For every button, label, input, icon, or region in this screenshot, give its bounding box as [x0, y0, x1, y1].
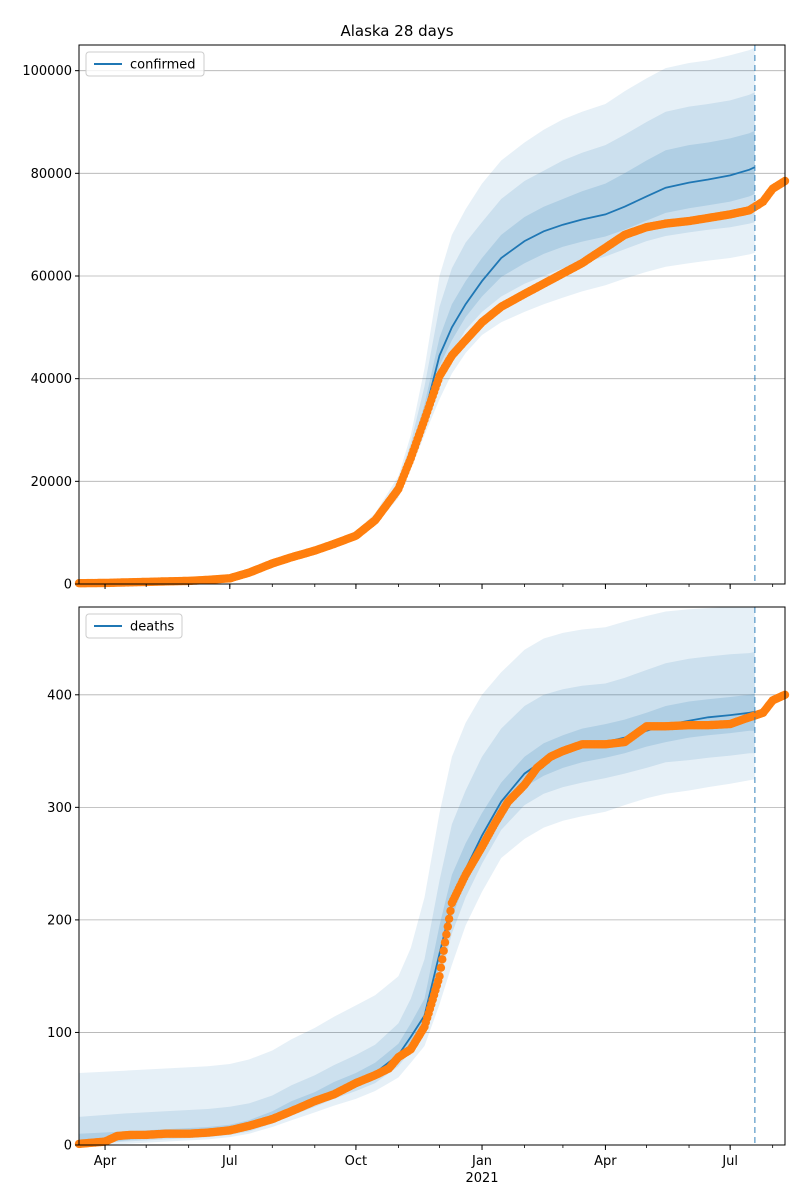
- deaths-observed: [74, 690, 790, 1149]
- deaths-band-1: [79, 652, 755, 1145]
- x-year-label: 2021: [465, 1171, 498, 1186]
- confirmed-legend-label: confirmed: [130, 58, 196, 73]
- deaths-legend: deaths: [85, 613, 183, 639]
- confirmed-axes-frame: [78, 44, 786, 585]
- confirmed-panel: 0 20000 40000 60000 80000 100000 confirmed: [22, 44, 790, 593]
- deaths-observed-point: [444, 914, 454, 923]
- confirmed-observed: [74, 176, 790, 588]
- deaths-observed-point: [438, 955, 447, 964]
- confirmed-band-0: [79, 47, 755, 584]
- deaths-ytick-label: 100: [47, 1026, 72, 1041]
- confirmed-bands: [79, 47, 755, 584]
- deaths-observed-point: [442, 930, 451, 939]
- deaths-axes-frame: [78, 606, 786, 1146]
- deaths-xtick-label: Apr: [594, 1154, 617, 1169]
- deaths-xtick-label: Oct: [345, 1154, 367, 1169]
- confirmed-band-1: [79, 92, 755, 584]
- deaths-gridlines: [79, 694, 785, 1033]
- deaths-legend-label: deaths: [130, 620, 175, 635]
- deaths-ytick-label: 400: [47, 688, 72, 703]
- deaths-xtick-label: Jul: [721, 1154, 738, 1169]
- deaths-xtick-label: Jul: [221, 1154, 238, 1169]
- deaths-xtick-label: Apr: [94, 1154, 117, 1169]
- confirmed-legend-box: [85, 51, 205, 77]
- deaths-xtick-label: Jan: [471, 1154, 492, 1169]
- confirmed-x-ticks: [104, 584, 774, 589]
- deaths-ytick-label: 0: [64, 1139, 72, 1154]
- deaths-observed-point: [439, 946, 448, 955]
- deaths-panel: 0 100 200 300 400 Apr Jul Oct Jan Apr Jul deaths: [47, 606, 790, 1169]
- deaths-observed-point: [443, 922, 452, 931]
- confirmed-ytick-label: 40000: [31, 372, 72, 387]
- confirmed-ytick-label: 60000: [31, 270, 72, 285]
- deaths-observed-point: [435, 972, 444, 981]
- deaths-observed-point: [446, 906, 455, 916]
- deaths-observed-point: [436, 963, 446, 972]
- deaths-y-ticks: 0 100 200 300 400: [47, 688, 79, 1154]
- confirmed-ytick-label: 0: [64, 578, 72, 593]
- deaths-ytick-label: 200: [47, 913, 72, 928]
- confirmed-legend: confirmed: [85, 51, 205, 77]
- confirmed-ytick-label: 20000: [31, 475, 72, 490]
- confirmed-band-2: [79, 130, 755, 584]
- confirmed-ytick-label: 100000: [22, 64, 72, 79]
- confirmed-y-ticks: 0 20000 40000 60000 80000 100000: [22, 64, 79, 593]
- deaths-x-ticks: Apr Jul Oct Jan Apr Jul: [94, 1145, 774, 1169]
- deaths-observed-point: [440, 938, 450, 947]
- chart-title: Alaska 28 days: [340, 22, 453, 40]
- confirmed-ytick-label: 80000: [31, 167, 72, 182]
- confirmed-gridlines: [79, 70, 785, 482]
- deaths-legend-box: [85, 613, 183, 639]
- deaths-ytick-label: 300: [47, 801, 72, 816]
